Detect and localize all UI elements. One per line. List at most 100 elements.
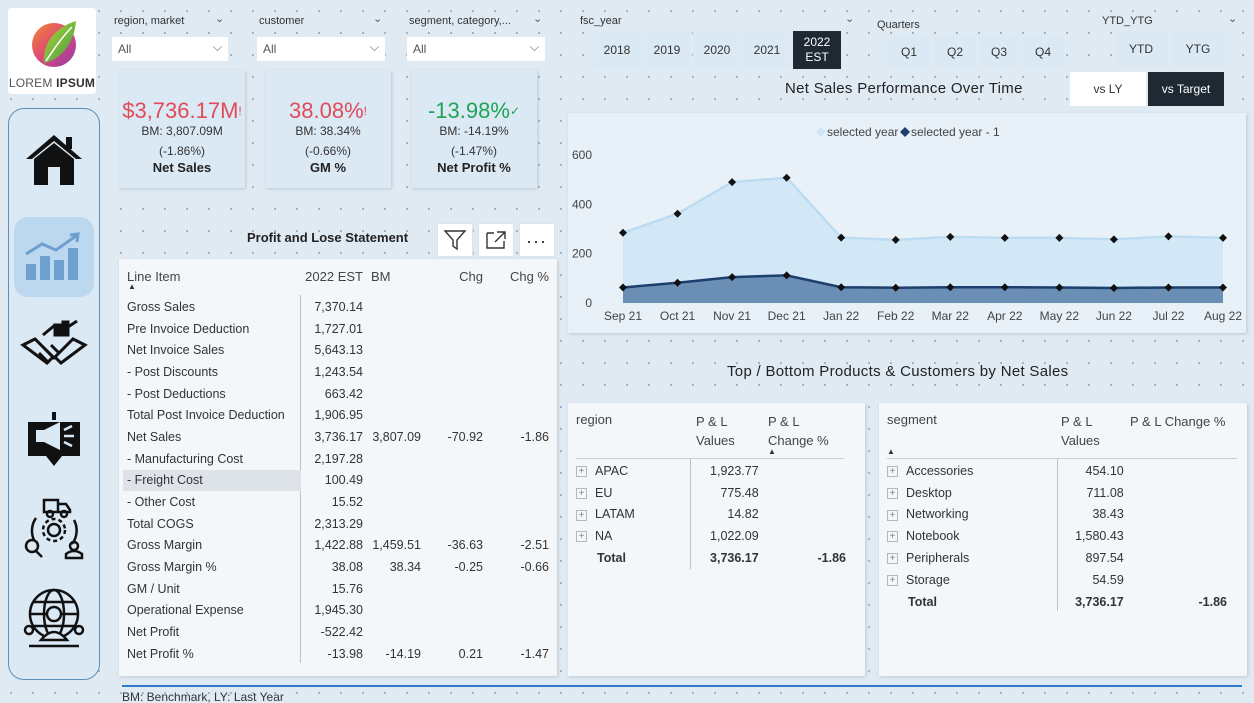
segment-table-body: + Accessories 454.10 + Desktop 711.08 + Network… [887, 460, 1227, 613]
sort-descending-icon[interactable]: ▲ [768, 447, 776, 456]
table-cell: 100.49 [324, 473, 363, 488]
expand-plus-icon[interactable]: + [576, 531, 587, 543]
table-row[interactable]: + Networking 38.43 [887, 504, 1227, 526]
column-header[interactable]: Line Item [127, 269, 181, 285]
table-row[interactable]: + APAC 1,923.77 [576, 460, 846, 482]
table-cell [367, 296, 425, 318]
vs-ly-button[interactable]: vs LY [1070, 72, 1146, 106]
nav-supply-chain[interactable] [14, 489, 94, 569]
table-row[interactable]: Gross Margin 1,422.88 1,459.51 -36.63 -2.51 [123, 535, 553, 557]
quarter-button-q1[interactable]: Q1 [888, 36, 930, 68]
table-row[interactable]: - Other Cost 15.52 [123, 491, 553, 513]
table-row[interactable]: Pre Invoice Deduction 1,727.01 [123, 318, 553, 340]
column-header[interactable]: Chg [459, 269, 483, 285]
expand-plus-icon[interactable]: + [887, 575, 898, 587]
column-header[interactable]: P & L Values [696, 414, 735, 448]
focus-mode-button[interactable] [478, 223, 514, 257]
nav-analytics[interactable] [14, 217, 94, 297]
expand-plus-icon[interactable]: + [887, 553, 898, 565]
chevron-down-icon[interactable]: ⌄ [533, 13, 543, 25]
sort-ascending-icon[interactable]: ▲ [887, 447, 895, 456]
table-row[interactable]: + Desktop 711.08 [887, 482, 1227, 504]
table-cell [487, 296, 553, 318]
table-row[interactable]: - Freight Cost 100.49 [123, 469, 553, 492]
segment-dropdown[interactable]: All ⌵ [407, 37, 545, 61]
year-button-2019[interactable]: 2019 [643, 31, 691, 69]
table-row[interactable]: + LATAM 14.82 [576, 504, 846, 526]
table-row[interactable]: Net Invoice Sales 5,643.13 [123, 339, 553, 361]
region-dropdown[interactable]: All ⌵ [112, 37, 228, 61]
table-row[interactable]: Total Post Invoice Deduction 1,906.95 [123, 404, 553, 426]
data-point-selected-year [1109, 235, 1118, 244]
chevron-down-icon[interactable]: ⌄ [1228, 13, 1238, 25]
column-header[interactable]: segment [887, 412, 937, 427]
expand-plus-icon[interactable]: + [887, 466, 898, 478]
sidebar-nav [8, 108, 100, 680]
vs-target-button[interactable]: vs Target [1148, 72, 1224, 106]
expand-plus-icon[interactable]: + [576, 466, 587, 478]
year-button-2021[interactable]: 2021 [743, 31, 791, 69]
nav-deals[interactable] [14, 309, 94, 389]
column-header[interactable]: P & L Values [1061, 414, 1100, 448]
column-header[interactable]: P & L Change % [1130, 414, 1226, 429]
table-row[interactable]: - Manufacturing Cost 2,197.28 [123, 448, 553, 470]
quarter-button-q2[interactable]: Q2 [934, 36, 976, 68]
table-row[interactable]: + Accessories 454.10 [887, 460, 1227, 482]
expand-plus-icon[interactable]: + [887, 531, 898, 543]
data-point-previous-year [1109, 283, 1118, 292]
customer-dropdown[interactable]: All ⌵ [257, 37, 385, 61]
year-button-2020[interactable]: 2020 [693, 31, 741, 69]
expand-plus-icon[interactable]: + [887, 509, 898, 521]
sort-ascending-icon[interactable]: ▲ [128, 282, 136, 291]
x-tick-label: Nov 21 [713, 309, 751, 323]
table-row[interactable]: + Peripherals 897.54 [887, 547, 1227, 569]
table-row[interactable]: - Post Discounts 1,243.54 [123, 361, 553, 383]
nav-home[interactable] [14, 119, 94, 199]
column-header[interactable]: P & L Change % [768, 414, 829, 448]
year-button-2018[interactable]: 2018 [593, 31, 641, 69]
column-header[interactable]: 2022 EST [305, 269, 363, 285]
table-row[interactable]: Total COGS 2,313.29 [123, 513, 553, 535]
quarter-button-q3[interactable]: Q3 [978, 36, 1020, 68]
table-row[interactable]: Operational Expense 1,945.30 [123, 600, 553, 622]
table-cell [759, 504, 846, 526]
nav-support[interactable] [14, 579, 94, 659]
more-options-button[interactable]: ... [519, 223, 555, 257]
table-row[interactable]: Gross Sales 7,370.14 [123, 296, 553, 318]
ytd-button[interactable]: YTD [1114, 31, 1168, 67]
table-row[interactable]: + Storage 54.59 [887, 569, 1227, 591]
total-row: Total 3,736.17 -1.86 [887, 591, 1227, 613]
expand-plus-icon[interactable]: + [576, 509, 587, 521]
expand-plus-icon[interactable]: + [576, 487, 587, 499]
table-row[interactable]: GM / Unit 15.76 [123, 578, 553, 600]
chart-title: Net Sales Performance Over Time [785, 80, 1023, 97]
global-support-icon [23, 588, 85, 648]
quarter-button-q4[interactable]: Q4 [1022, 36, 1064, 68]
filter-button[interactable] [437, 223, 473, 257]
table-cell: 663.42 [324, 386, 363, 401]
table-row[interactable]: Net Sales 3,736.17 3,807.09 -70.92 -1.86 [123, 426, 553, 448]
table-row[interactable]: + EU 775.48 [576, 482, 846, 504]
table-cell [759, 482, 846, 504]
chevron-down-icon[interactable]: ⌄ [373, 13, 383, 25]
table-row[interactable]: + Notebook 1,580.43 [887, 525, 1227, 547]
chevron-down-icon[interactable]: ⌄ [845, 13, 855, 25]
top-bottom-title: Top / Bottom Products & Customers by Net… [727, 363, 1069, 380]
table-row[interactable]: Gross Margin % 38.08 38.34 -0.25 -0.66 [123, 556, 553, 578]
expand-plus-icon[interactable]: + [887, 487, 898, 499]
table-cell [1124, 547, 1227, 569]
table-row[interactable]: Net Profit -522.42 [123, 621, 553, 643]
table-row[interactable]: Net Profit % -13.98 -14.19 0.21 -1.47 [123, 643, 553, 665]
column-header[interactable]: region [576, 412, 613, 427]
year-button-2022-est[interactable]: 2022 EST [793, 31, 841, 69]
nav-marketing[interactable] [14, 399, 94, 479]
filter-icon [443, 230, 467, 251]
table-row[interactable]: + NA 1,022.09 [576, 525, 846, 547]
column-header[interactable]: BM [371, 269, 391, 285]
bar-chart-trend-icon [25, 232, 80, 280]
ytg-button[interactable]: YTG [1171, 31, 1225, 67]
column-header[interactable]: Chg % [509, 269, 549, 285]
row-label: + Notebook [887, 525, 1049, 547]
table-row[interactable]: - Post Deductions 663.42 [123, 383, 553, 405]
chevron-down-icon[interactable]: ⌄ [215, 13, 225, 25]
